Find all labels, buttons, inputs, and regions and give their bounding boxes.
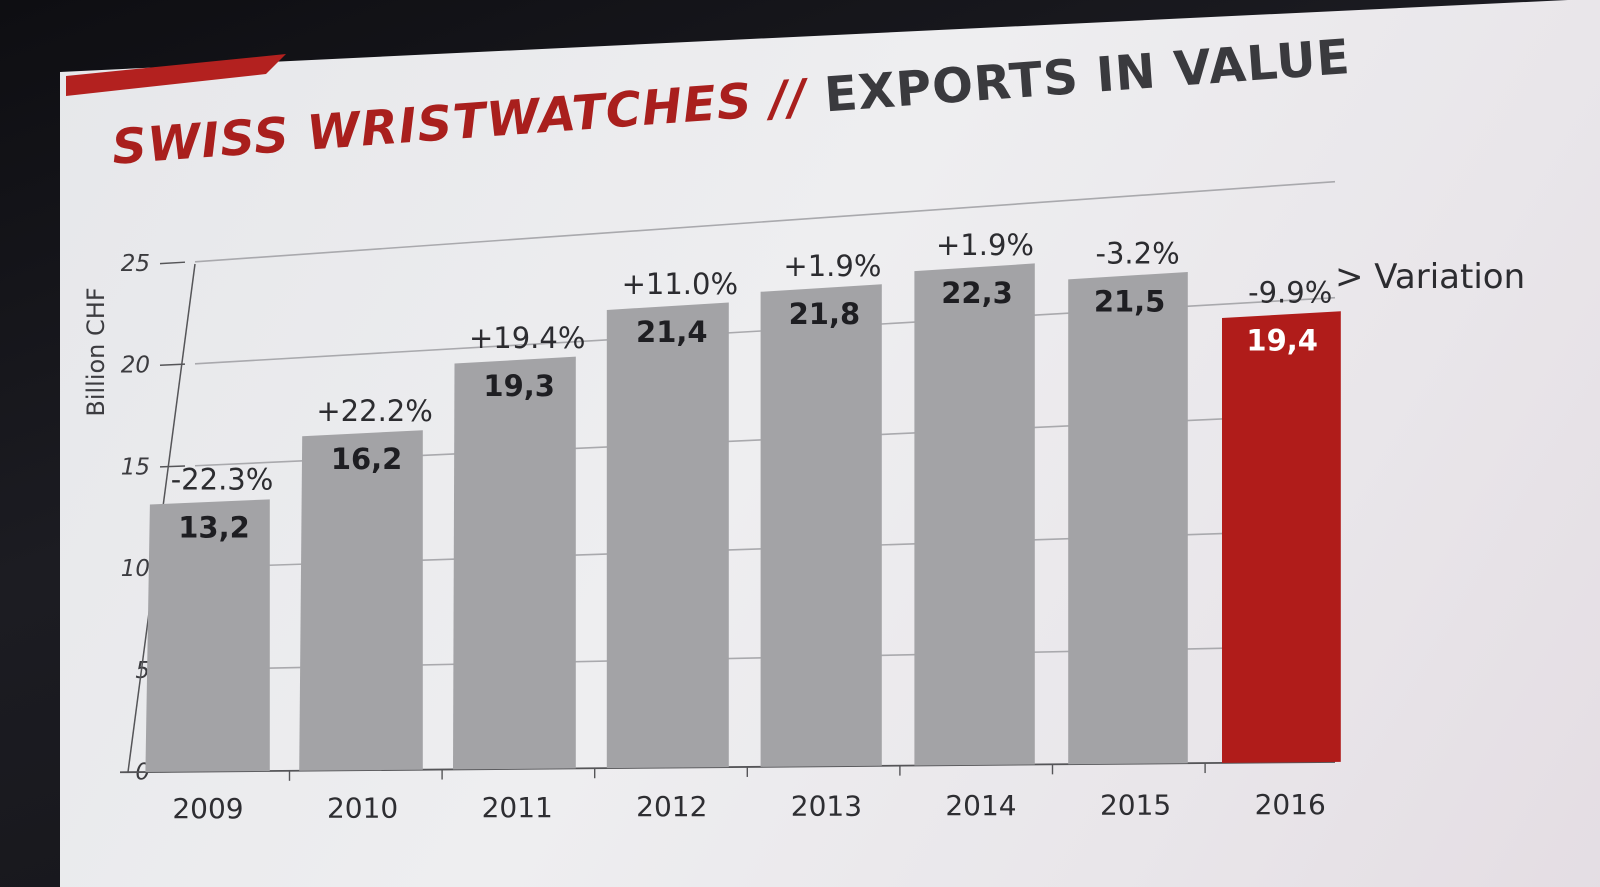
value-label-2015: 21,5 bbox=[1094, 285, 1166, 319]
y-tick-mark bbox=[159, 261, 186, 265]
x-tick-label-2011: 2011 bbox=[482, 791, 553, 824]
y-tick-label: 20 bbox=[121, 353, 150, 379]
bar-2010 bbox=[299, 430, 423, 771]
y-tick-label: 25 bbox=[121, 251, 150, 277]
x-tick-label-2016: 2016 bbox=[1255, 788, 1326, 821]
labels: 13,2 -22.3% 2009 16,2 +22.2% 2010 19,3 +19.4% 20… bbox=[171, 228, 1525, 825]
variation-label-2014: +1.9% bbox=[936, 228, 1034, 262]
value-label-2013: 21,8 bbox=[789, 297, 861, 331]
value-label-2014: 22,3 bbox=[941, 276, 1013, 310]
bar-2014 bbox=[914, 263, 1035, 766]
x-tick-label-2009: 2009 bbox=[172, 792, 243, 825]
value-label-2011: 19,3 bbox=[483, 369, 555, 403]
variation-label-2016: -9.9% bbox=[1248, 276, 1332, 310]
variation-label-2011: +19.4% bbox=[469, 321, 585, 355]
x-tick-label-2010: 2010 bbox=[327, 791, 398, 824]
y-tick-label: 5 bbox=[135, 658, 150, 684]
variation-label-2010: +22.2% bbox=[316, 394, 432, 428]
variation-legend: > Variation bbox=[1335, 257, 1525, 297]
bar-2009 bbox=[145, 499, 270, 773]
x-tick-label-2013: 2013 bbox=[791, 790, 862, 823]
value-label-2012: 21,4 bbox=[636, 315, 708, 349]
y-tick-label: 10 bbox=[121, 556, 150, 582]
value-label-2009: 13,2 bbox=[178, 511, 250, 545]
value-label-2016: 19,4 bbox=[1246, 324, 1318, 358]
x-tick-label-2015: 2015 bbox=[1100, 788, 1171, 821]
variation-label-2009: -22.3% bbox=[171, 463, 274, 497]
gridline bbox=[194, 180, 1336, 263]
y-tick-mark bbox=[159, 465, 186, 468]
variation-label-2015: -3.2% bbox=[1096, 237, 1180, 271]
y-tick-label: 15 bbox=[121, 454, 150, 480]
bar-2016 bbox=[1222, 311, 1341, 763]
bar-2011 bbox=[453, 356, 576, 770]
x-tick-label-2012: 2012 bbox=[636, 790, 707, 823]
bars bbox=[145, 263, 1341, 773]
variation-label-2012: +11.0% bbox=[622, 267, 738, 301]
y-axis-label: Billion CHF bbox=[82, 287, 110, 416]
bar-2013 bbox=[760, 284, 882, 767]
value-label-2010: 16,2 bbox=[331, 442, 403, 476]
y-tick-mark bbox=[159, 363, 186, 366]
bar-2012 bbox=[606, 302, 729, 769]
x-tick-label-2014: 2014 bbox=[945, 789, 1016, 822]
variation-label-2013: +1.9% bbox=[783, 249, 881, 283]
bar-2015 bbox=[1068, 271, 1188, 765]
